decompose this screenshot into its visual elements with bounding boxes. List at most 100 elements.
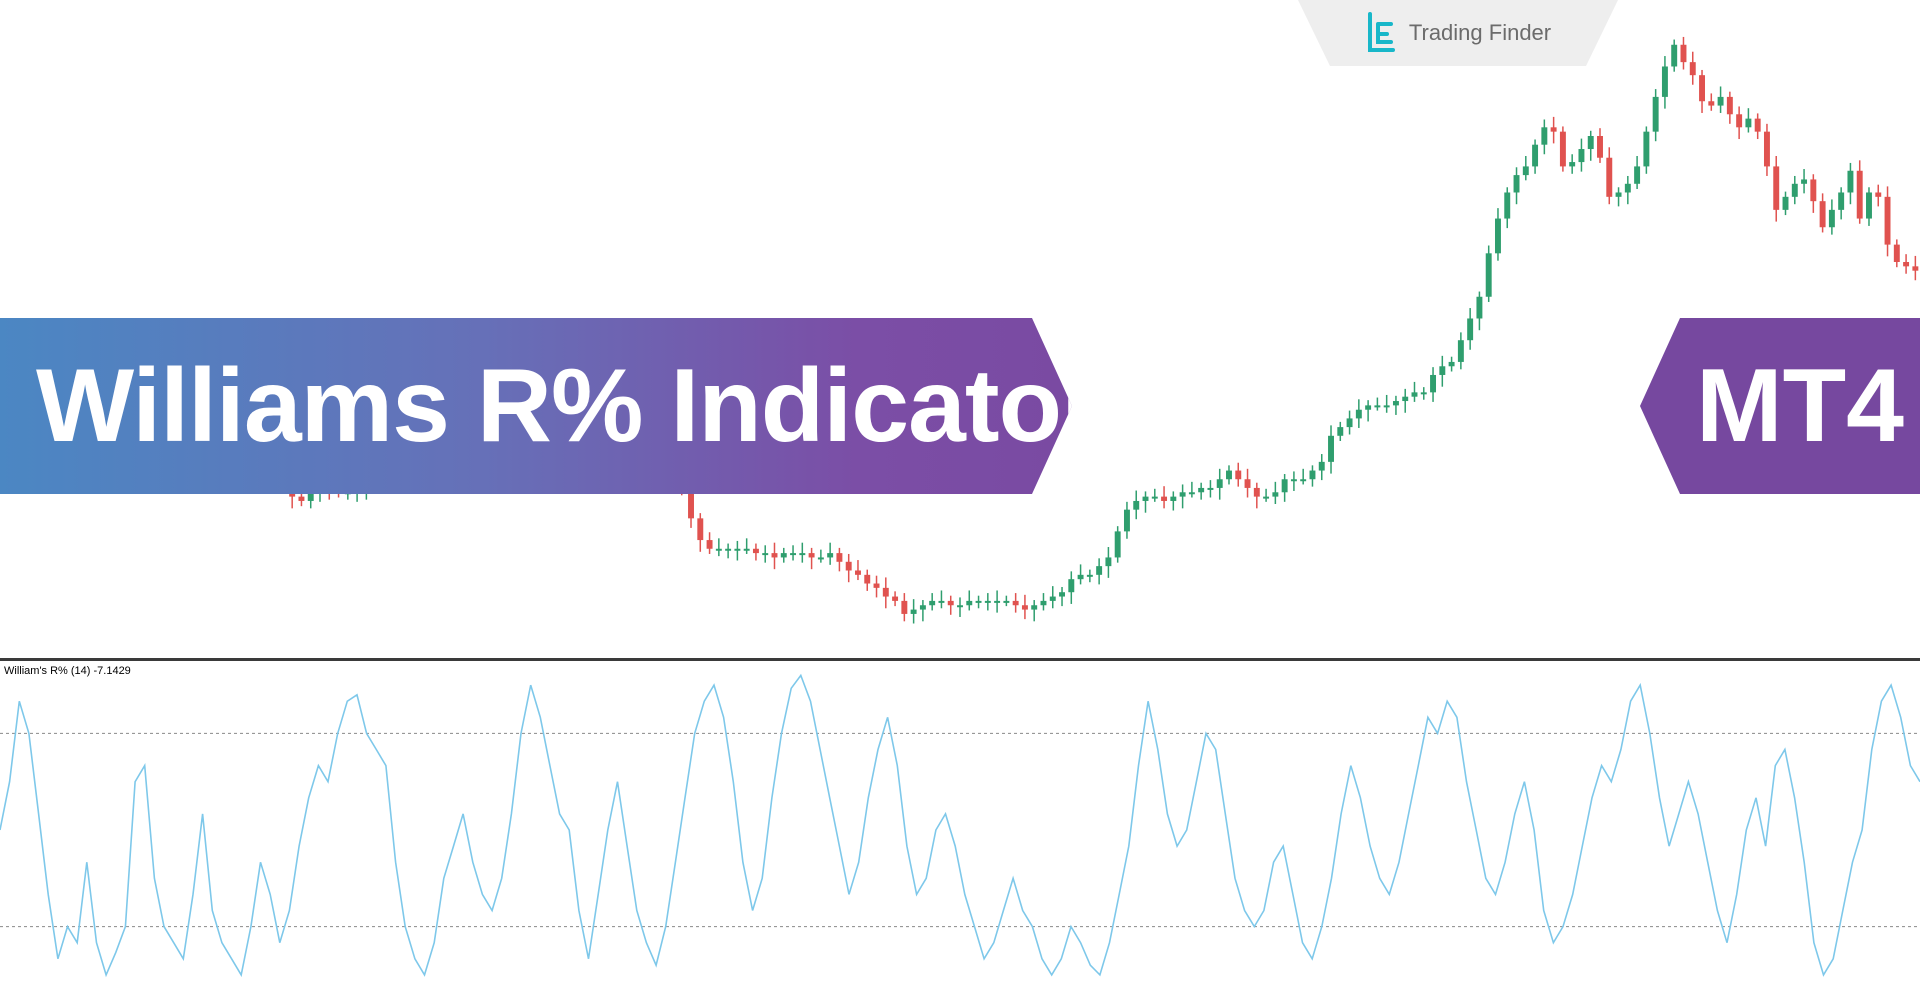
candle-body xyxy=(1142,496,1149,501)
candle-body xyxy=(919,605,926,610)
candle-body xyxy=(1847,170,1854,193)
candle-body xyxy=(957,605,963,608)
candle-body xyxy=(1532,144,1539,167)
candle-body xyxy=(808,553,815,558)
candle-body xyxy=(1866,192,1872,219)
candle-body xyxy=(1708,101,1715,106)
candle-body xyxy=(1671,44,1678,67)
candle-body xyxy=(1791,183,1798,197)
candle-body xyxy=(1151,496,1158,499)
candle-body xyxy=(752,548,759,554)
indicator-label: William's R% (14) -7.1429 xyxy=(4,665,131,677)
candle-body xyxy=(855,570,861,575)
platform-badge: MT4 xyxy=(1640,318,1920,494)
candle-body xyxy=(1244,479,1251,488)
candle-body xyxy=(1903,262,1910,267)
candle-body xyxy=(1801,179,1808,184)
candle-body xyxy=(1745,118,1752,128)
candle-body xyxy=(882,587,889,597)
candle-body xyxy=(1467,318,1474,341)
candle-body xyxy=(1717,96,1724,106)
candle-body xyxy=(910,609,917,614)
candle-body xyxy=(1105,557,1112,567)
candle-body xyxy=(298,496,305,501)
candle-body xyxy=(1309,470,1316,480)
candle-body xyxy=(1457,340,1464,362)
candle-body xyxy=(1086,574,1093,577)
candle-body xyxy=(1123,509,1130,532)
candle-body xyxy=(1226,470,1232,480)
candle-body xyxy=(1689,62,1696,76)
candle-body xyxy=(780,553,787,558)
candle-body xyxy=(725,548,732,551)
candle-body xyxy=(1263,496,1270,499)
candle-body xyxy=(1763,131,1770,167)
candle-body xyxy=(1318,461,1325,471)
candle-body xyxy=(1661,66,1668,97)
candle-body xyxy=(1504,192,1511,219)
candle-body xyxy=(1634,166,1641,184)
candle-body xyxy=(1420,392,1427,395)
candle-body xyxy=(975,600,982,603)
candle-body xyxy=(1884,196,1891,245)
candle-body xyxy=(1430,374,1437,393)
candle-body xyxy=(1569,162,1576,167)
candle-body xyxy=(1179,492,1186,497)
candle-body xyxy=(1346,418,1353,428)
candle-body xyxy=(1402,396,1409,402)
candle-body xyxy=(799,553,806,556)
candle-body xyxy=(1040,600,1047,606)
candle-body xyxy=(1476,296,1483,319)
candle-body xyxy=(1448,361,1455,367)
candle-body xyxy=(1290,479,1297,482)
candle-body xyxy=(1643,131,1650,167)
candle-body xyxy=(901,600,908,614)
candle-body xyxy=(1374,405,1381,408)
candle-body xyxy=(1355,409,1362,419)
candle-body xyxy=(1736,114,1743,128)
logo-text: Trading Finder xyxy=(1408,20,1552,45)
candle-body xyxy=(984,600,991,603)
candle-body xyxy=(1383,405,1390,408)
trading-finder-logo-icon xyxy=(1367,12,1395,52)
candle-body xyxy=(1439,366,1446,375)
candle-body xyxy=(734,548,741,551)
candle-body xyxy=(966,600,973,606)
candle-body xyxy=(1597,136,1603,158)
candle-body xyxy=(836,553,843,562)
candle-body xyxy=(1606,157,1613,197)
candle-body xyxy=(1680,44,1687,63)
candle-body xyxy=(1559,131,1566,167)
candle-body xyxy=(1522,166,1529,176)
candle-body xyxy=(947,600,954,606)
candle-body xyxy=(762,553,769,556)
candle-body xyxy=(1810,179,1817,202)
candle-body xyxy=(1541,127,1548,145)
candle-body xyxy=(1012,600,1019,606)
candle-body xyxy=(790,553,797,556)
candle-body xyxy=(1411,392,1418,397)
candle-body xyxy=(1059,592,1065,597)
candle-body xyxy=(1485,253,1492,297)
candle-body xyxy=(1893,244,1900,262)
candle-body xyxy=(1300,479,1307,482)
candle-body xyxy=(688,487,694,519)
candle-body xyxy=(1875,192,1882,197)
candle-body xyxy=(1021,605,1028,610)
candle-body xyxy=(845,561,852,571)
candle-body xyxy=(1365,405,1372,410)
candle-body xyxy=(817,557,824,560)
candle-body xyxy=(706,540,713,549)
candle-body xyxy=(1782,196,1789,210)
pane-divider[interactable] xyxy=(0,658,1920,661)
candle-body xyxy=(1096,566,1103,575)
candle-body xyxy=(1133,500,1140,510)
candle-body xyxy=(743,548,750,551)
candle-body xyxy=(1161,496,1168,501)
title-banner: Williams R% Indicator xyxy=(0,318,1072,494)
candle-body xyxy=(1615,192,1622,197)
candle-body xyxy=(1550,127,1557,132)
candle-body xyxy=(1170,496,1177,501)
candle-body xyxy=(1049,596,1056,601)
